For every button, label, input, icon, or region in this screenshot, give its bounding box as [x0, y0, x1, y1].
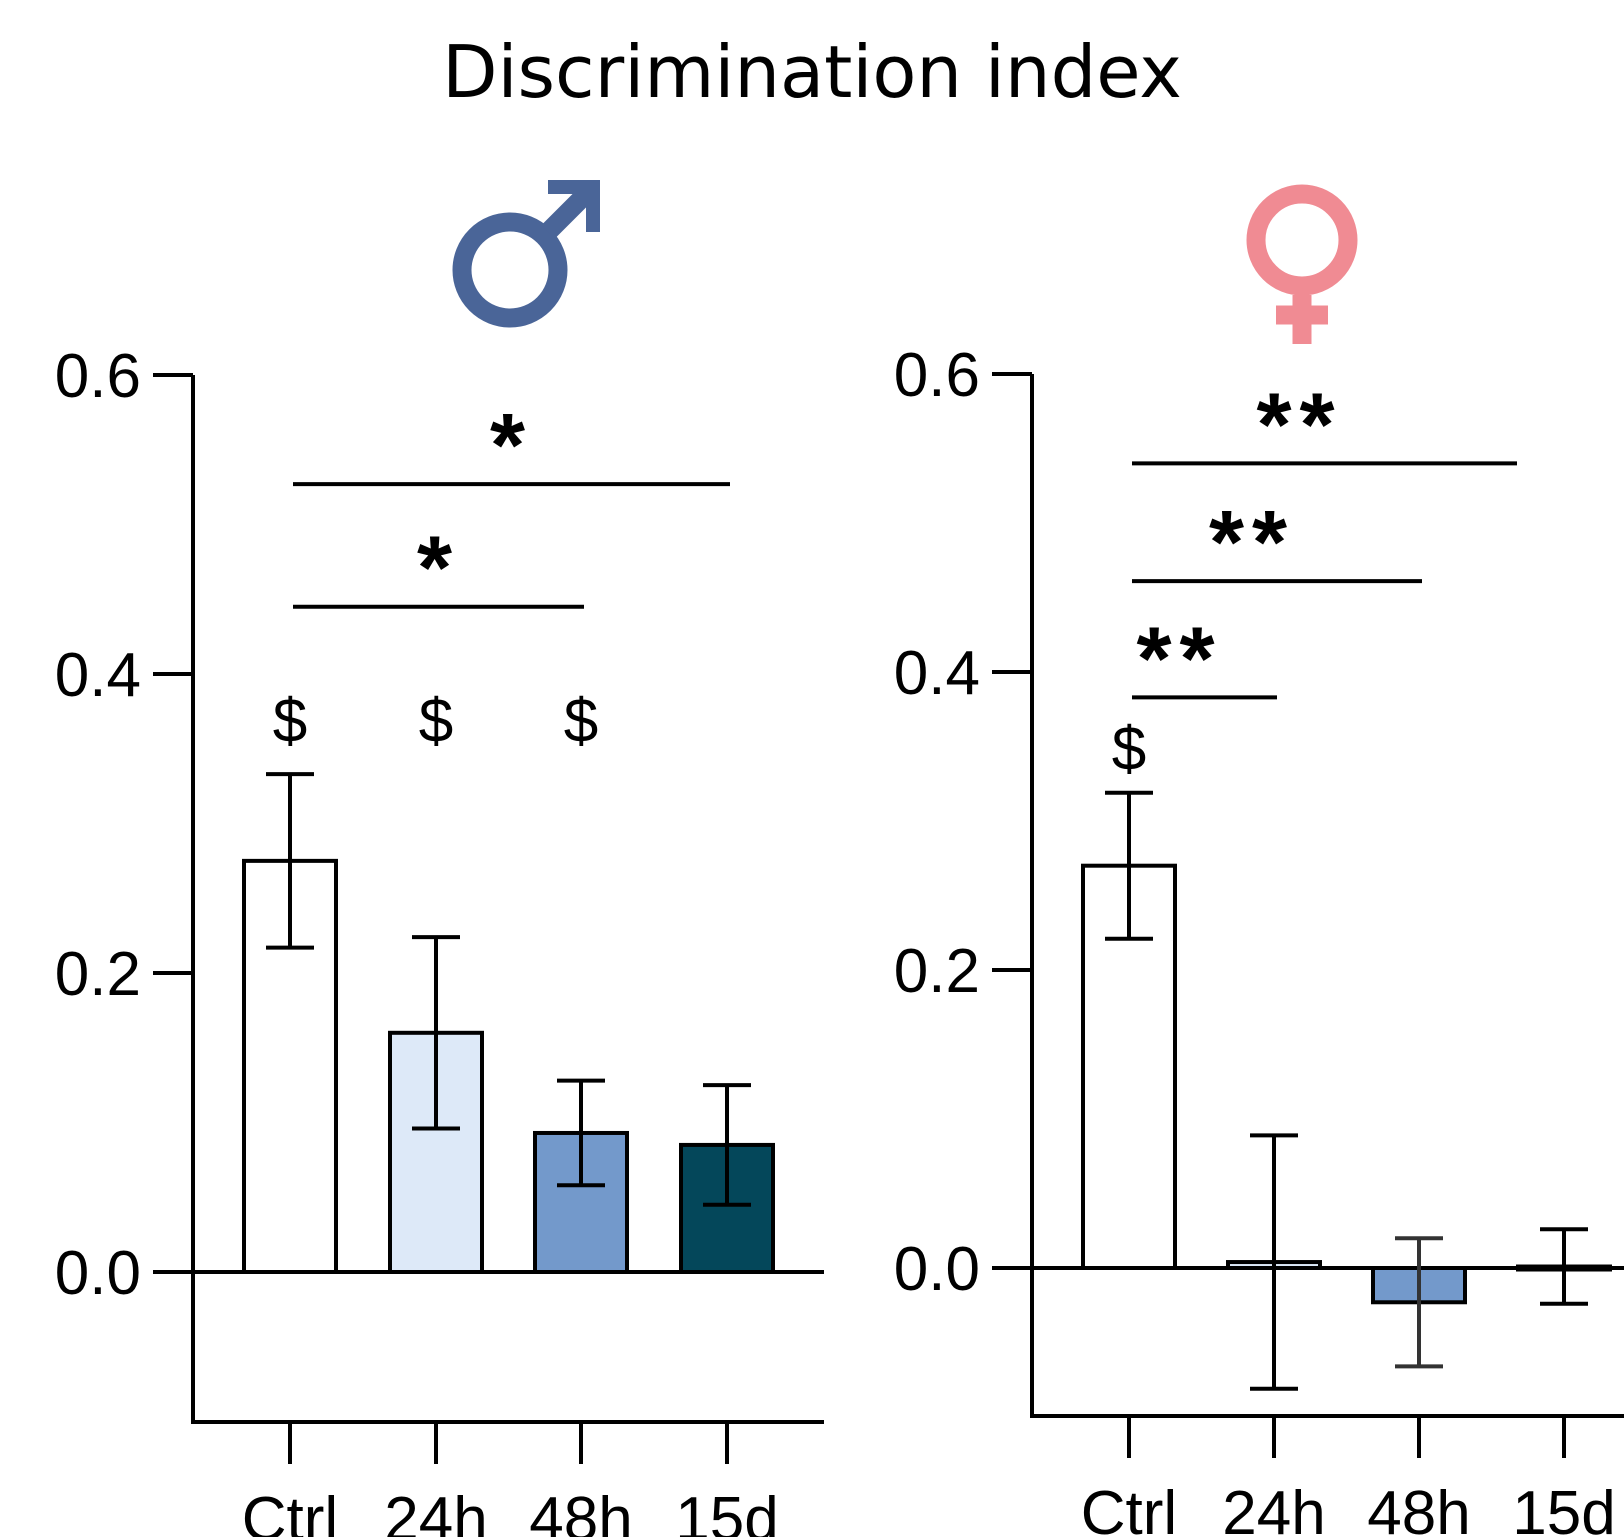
- male-symbol-arrow-head: [548, 180, 600, 232]
- y-tick-label: 0.2: [894, 937, 980, 1006]
- y-tick-label: 0.0: [55, 1239, 141, 1308]
- dollar-mark: $: [1112, 715, 1146, 784]
- x-tick-label: 24h: [1222, 1479, 1325, 1537]
- x-tick-label: 48h: [1367, 1479, 1470, 1537]
- significance-label: **: [1136, 609, 1222, 709]
- significance-label: *: [417, 519, 460, 619]
- x-tick-label: Ctrl: [1081, 1479, 1177, 1537]
- dollar-mark: $: [273, 687, 307, 756]
- significance-label: **: [1209, 493, 1295, 593]
- x-tick-label: 24h: [384, 1485, 487, 1537]
- male-symbol-icon: [452, 212, 568, 328]
- x-tick-label: 15d: [675, 1485, 778, 1537]
- significance-label: *: [490, 396, 533, 496]
- y-tick-label: 0.6: [55, 342, 141, 411]
- x-tick-label: 48h: [529, 1485, 632, 1537]
- x-tick-label: 15d: [1512, 1479, 1615, 1537]
- significance-label: **: [1256, 375, 1342, 475]
- chart-title: Discrimination index: [442, 30, 1182, 114]
- y-tick-label: 0.6: [894, 341, 980, 410]
- y-tick-label: 0.2: [55, 940, 141, 1009]
- male-symbol-arrow-shaft: [541, 180, 600, 239]
- female-symbol-icon: [1246, 184, 1358, 296]
- y-tick-label: 0.4: [894, 639, 980, 708]
- y-tick-label: 0.0: [894, 1235, 980, 1304]
- y-tick-label: 0.4: [55, 641, 141, 710]
- dollar-mark: $: [419, 687, 453, 756]
- x-tick-label: Ctrl: [242, 1485, 338, 1537]
- dollar-mark: $: [564, 687, 598, 756]
